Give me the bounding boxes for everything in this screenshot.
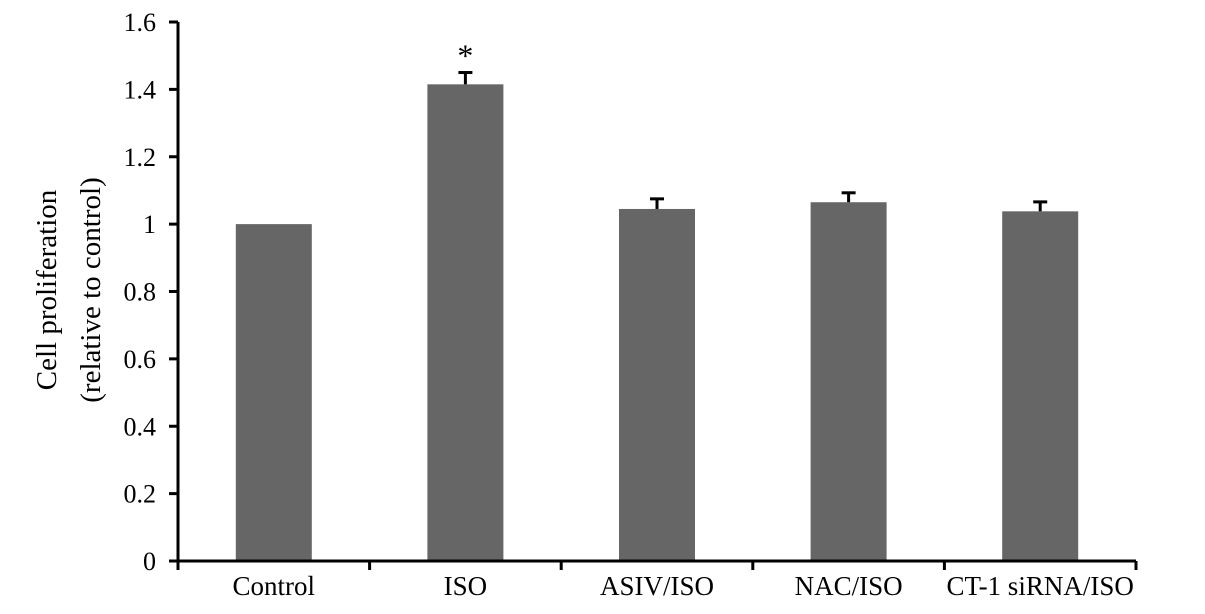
x-category-label: CT-1 siRNA/ISO bbox=[947, 571, 1134, 601]
bar bbox=[810, 202, 887, 561]
significance-markers: * bbox=[457, 38, 473, 74]
y-tick-label: 1.6 bbox=[124, 8, 157, 37]
x-category-label: Control bbox=[233, 571, 316, 601]
x-category-label: ISO bbox=[444, 571, 488, 601]
bar bbox=[235, 224, 312, 561]
x-category-label: ASIV/ISO bbox=[600, 571, 714, 601]
y-tick-label: 0.4 bbox=[124, 412, 157, 441]
bar bbox=[427, 84, 504, 562]
x-axis-labels: Control ISO ASIV/ISO NAC/ISO CT-1 siRNA/ISO bbox=[233, 571, 1134, 601]
bar bbox=[1002, 211, 1079, 562]
bars bbox=[235, 84, 1079, 562]
y-axis-ticks: 0 0.2 0.4 0.6 0.8 1 1.2 1.4 1.6 bbox=[124, 8, 178, 576]
y-axis-title-line2: (relative to control) bbox=[75, 177, 107, 402]
y-tick-label: 1.2 bbox=[124, 143, 157, 172]
y-axis-title: Cell proliferation (relative to control) bbox=[31, 177, 107, 402]
bar bbox=[619, 208, 695, 561]
y-tick-label: 1 bbox=[143, 210, 156, 239]
y-axis-title-line1: Cell proliferation bbox=[31, 189, 63, 390]
x-axis bbox=[176, 559, 1138, 570]
error-bars bbox=[458, 71, 1048, 212]
y-tick-label: 0.8 bbox=[124, 278, 157, 307]
y-tick-label: 1.4 bbox=[124, 75, 157, 104]
y-tick-label: 0 bbox=[143, 547, 156, 576]
y-tick-label: 0.6 bbox=[124, 345, 157, 374]
x-category-label: NAC/ISO bbox=[795, 571, 903, 601]
significance-marker: * bbox=[457, 38, 473, 74]
y-tick-label: 0.2 bbox=[124, 480, 157, 509]
